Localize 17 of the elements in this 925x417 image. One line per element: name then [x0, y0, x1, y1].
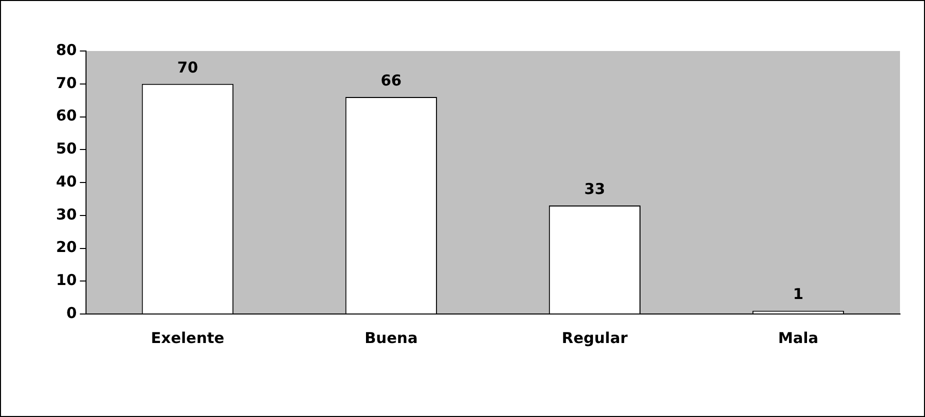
- y-tick-label: 80: [56, 40, 77, 59]
- data-label: 1: [793, 285, 804, 304]
- y-tick-label: 10: [56, 271, 77, 290]
- data-label: 70: [177, 58, 198, 76]
- y-tick-label: 40: [56, 172, 77, 190]
- x-tick-label: Mala: [778, 328, 818, 347]
- y-tick-label: 30: [56, 205, 77, 224]
- y-tick-label: 60: [56, 106, 77, 125]
- y-tick-label: 0: [66, 304, 77, 322]
- data-label: 33: [584, 180, 606, 198]
- x-tick-label: Buena: [364, 328, 418, 347]
- y-tick-label: 50: [56, 140, 77, 158]
- y-tick-label: 20: [56, 238, 77, 256]
- x-tick-label: Regular: [562, 328, 628, 347]
- data-label: 66: [380, 71, 402, 90]
- x-tick-label: Exelente: [150, 328, 224, 347]
- y-tick-label: 70: [56, 74, 77, 92]
